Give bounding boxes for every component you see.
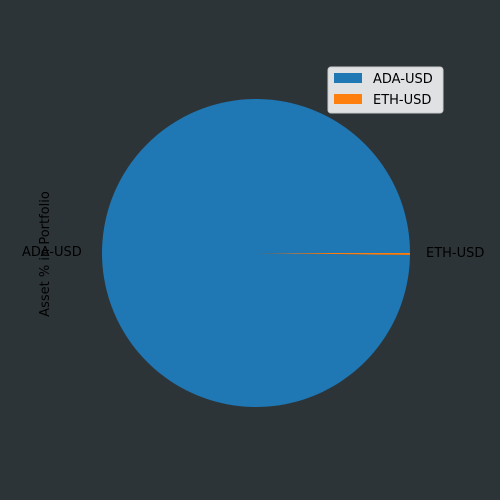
legend-label-ada-usd: ADA-USD — [373, 72, 433, 87]
slice-label-eth-usd: ETH-USD — [426, 246, 484, 261]
y-axis-label: Asset % in Portfolio — [38, 191, 53, 317]
pie-slice-eth-usd — [256, 253, 411, 255]
pie-slices — [101, 99, 411, 408]
pie-slice-ada-usd — [101, 99, 410, 408]
slice-label-ada-usd: ADA-USD — [22, 245, 82, 260]
legend: ADA-USD ETH-USD — [327, 66, 444, 114]
legend-label-eth-usd: ETH-USD — [373, 93, 431, 108]
legend-swatch-eth-usd — [334, 94, 362, 104]
legend-swatch-ada-usd — [334, 73, 362, 83]
